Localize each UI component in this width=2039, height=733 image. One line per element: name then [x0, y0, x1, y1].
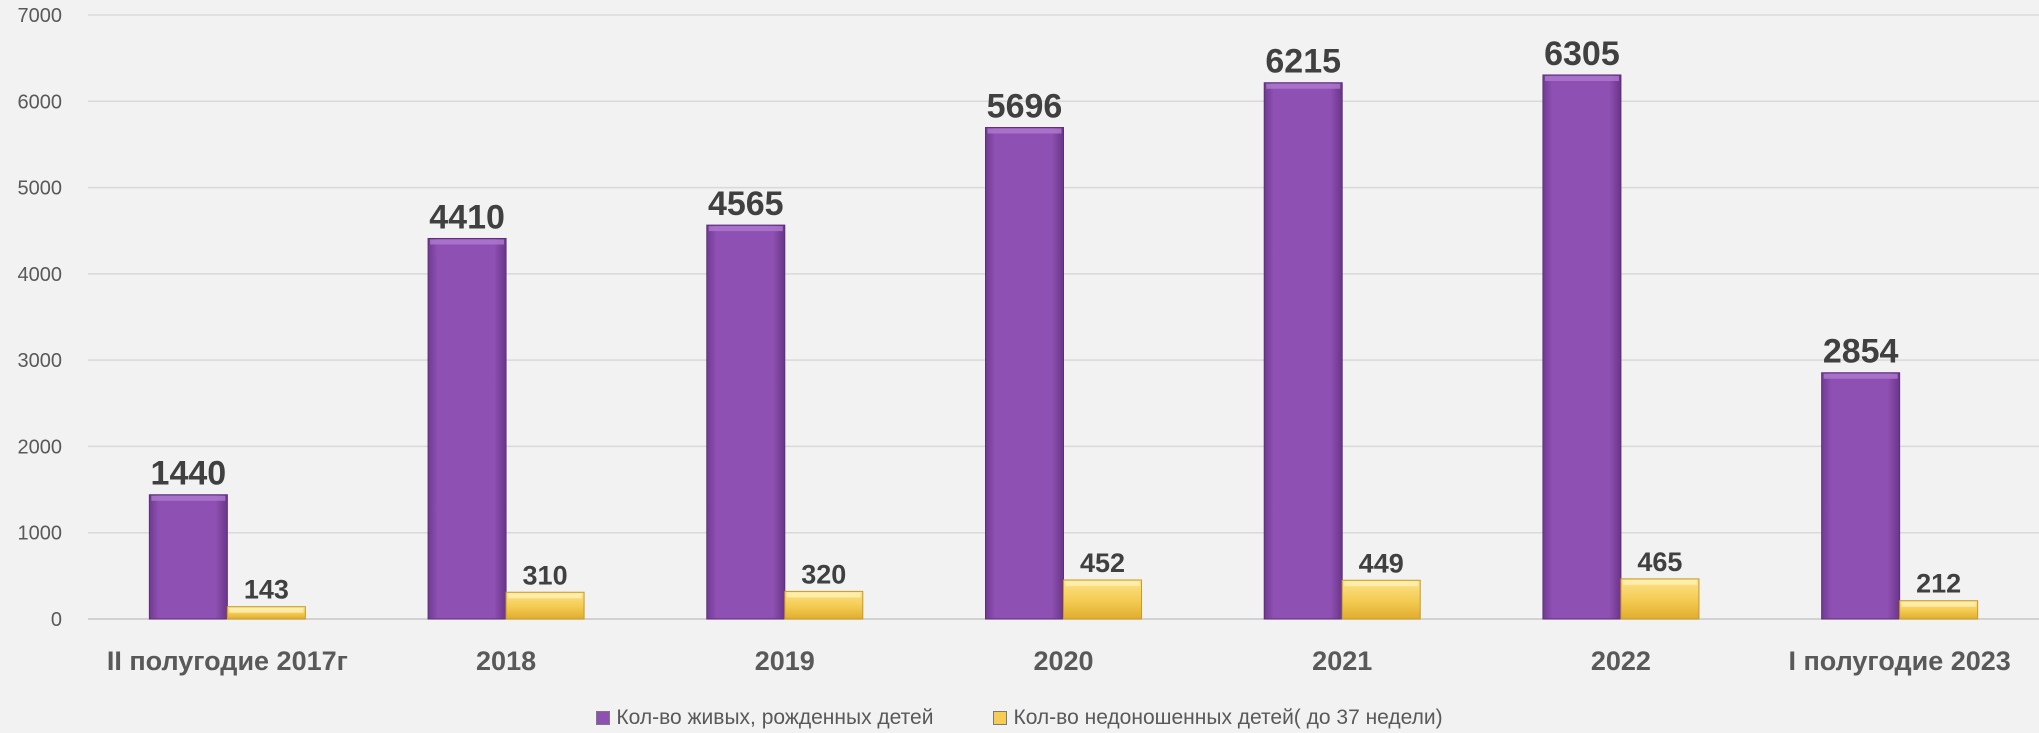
y-tick-label: 2000	[18, 436, 63, 458]
bar-top-highlight	[1544, 75, 1619, 81]
bar-top-highlight	[1266, 83, 1341, 89]
bar-top-highlight	[430, 239, 505, 245]
x-tick-label: 2022	[1591, 646, 1651, 676]
bar-premature	[1063, 579, 1142, 620]
data-label-premature: 449	[1359, 548, 1404, 578]
y-tick-label: 5000	[18, 178, 63, 200]
x-tick-label: 2018	[476, 646, 536, 676]
y-tick-label: 1000	[18, 523, 63, 545]
y-tick-label: 4000	[18, 264, 63, 286]
bar-top-highlight	[708, 226, 783, 232]
data-label-premature: 212	[1916, 569, 1961, 599]
data-label-live-births: 6215	[1265, 43, 1341, 81]
x-tick-label: 2021	[1312, 646, 1372, 676]
data-label-live-births: 6305	[1544, 35, 1620, 73]
x-tick-label: 2019	[755, 646, 815, 676]
data-label-live-births: 5696	[987, 88, 1063, 126]
bar-premature	[1341, 579, 1421, 620]
x-tick-label: 2020	[1033, 646, 1093, 676]
y-tick-label: 0	[51, 609, 62, 631]
bar-top-highlight	[1901, 601, 1976, 607]
legend-swatch-yellow	[993, 711, 1008, 725]
bar-chart-svg: 0 1000 2000 3000 4000 5000 6000 7000 II полугоди…	[18, 5, 2039, 676]
data-label-premature: 465	[1637, 547, 1682, 577]
bar-top-highlight	[1344, 581, 1419, 587]
bar-live-births	[1542, 74, 1622, 620]
data-label-premature: 143	[244, 575, 289, 605]
legend-label: Кол-во недоношенных детей( до 37 недели)	[1013, 706, 1443, 729]
y-tick-label: 7000	[18, 5, 63, 27]
data-label-live-births: 2854	[1823, 333, 1899, 371]
data-label-premature: 310	[523, 560, 568, 590]
bar-top-highlight	[1065, 580, 1140, 586]
bar-live-births	[706, 224, 786, 620]
data-label-premature: 452	[1080, 548, 1125, 578]
x-tick-label: I полугодие 2023	[1788, 646, 2010, 676]
bar-live-births	[985, 127, 1064, 620]
bar-live-births	[148, 494, 228, 620]
bar-live-births	[1263, 82, 1343, 620]
bar-top-highlight	[1622, 579, 1697, 585]
bar-live-births	[1821, 372, 1901, 620]
bar-top-highlight	[1823, 373, 1898, 379]
bar-top-highlight	[229, 607, 304, 613]
legend-item-premature: Кол-во недоношенных детей( до 37 недели)	[993, 706, 1443, 730]
legend-swatch-purple	[596, 711, 611, 725]
data-label-live-births: 4410	[429, 198, 505, 236]
y-tick-label: 6000	[18, 91, 63, 113]
y-tick-label: 3000	[18, 350, 63, 372]
bar-top-highlight	[508, 593, 583, 599]
bar-top-highlight	[151, 495, 226, 501]
legend: Кол-во живых, рожденных детей Кол-во нед…	[0, 703, 2039, 733]
legend-item-live-births: Кол-во живых, рожденных детей	[596, 706, 933, 730]
data-label-premature: 320	[801, 559, 846, 589]
bar-top-highlight	[987, 128, 1062, 134]
data-label-live-births: 4565	[708, 185, 784, 223]
data-label-live-births: 1440	[151, 455, 227, 493]
legend-label: Кол-во живых, рожденных детей	[616, 706, 934, 729]
bar-premature	[1620, 578, 1700, 620]
bar-top-highlight	[786, 592, 861, 598]
x-tick-label: II полугодие 2017г	[107, 646, 348, 676]
bar-live-births	[427, 237, 507, 620]
